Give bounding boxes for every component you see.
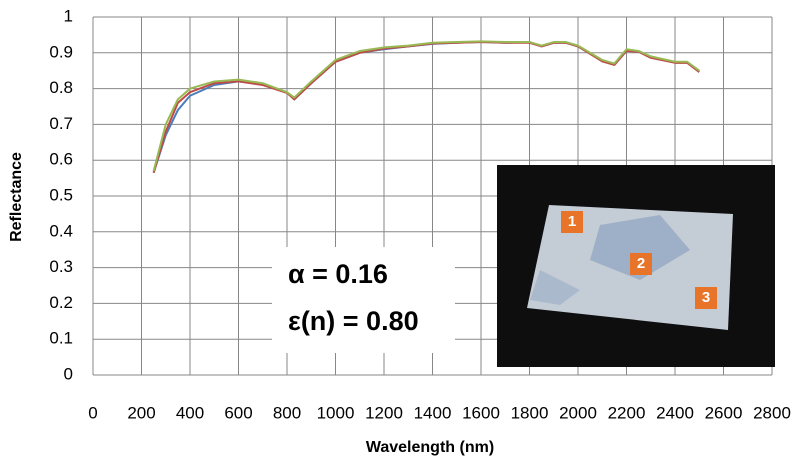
x-tick-label: 1400 xyxy=(414,403,452,422)
x-tick-label: 2600 xyxy=(705,403,743,422)
photo-shading xyxy=(590,215,690,280)
x-tick-label: 800 xyxy=(273,403,301,422)
y-tick-label: 0.5 xyxy=(49,185,73,204)
x-tick-label: 2000 xyxy=(559,403,597,422)
annotation: ε(n) = 0.80 xyxy=(288,306,419,336)
inset-label: 1 xyxy=(568,213,576,230)
y-axis-title: Reflectance xyxy=(8,152,25,242)
annotation: α = 0.16 xyxy=(288,259,388,289)
y-tick-label: 0.6 xyxy=(49,150,73,169)
inset-label: 2 xyxy=(637,255,645,272)
x-tick-label: 1000 xyxy=(317,403,355,422)
annotation-box xyxy=(272,247,455,353)
x-tick-label: 1600 xyxy=(462,403,500,422)
y-tick-label: 0 xyxy=(64,364,73,383)
y-tick-label: 0.2 xyxy=(49,293,73,312)
x-axis-title: Wavelength (nm) xyxy=(366,439,494,456)
y-tick-label: 1 xyxy=(64,6,73,25)
lines xyxy=(152,40,700,174)
x-tick-label: 2800 xyxy=(753,403,791,422)
x-tick-label: 600 xyxy=(224,403,252,422)
inset-tag xyxy=(630,253,652,275)
inset-photo: 1 2 3 xyxy=(497,165,775,367)
y-tick-label: 0.8 xyxy=(49,78,73,97)
series-line xyxy=(152,41,700,174)
x-tick-label: 1800 xyxy=(511,403,549,422)
x-tick-label: 200 xyxy=(127,403,155,422)
grid: 0 0.1 0.2 0.3 0.4 0.5 0.6 0.7 0.8 0.9 1 0 200 400 600 8… xyxy=(49,6,791,422)
x-tick-label: 0 xyxy=(88,403,97,422)
inset-label: 3 xyxy=(702,289,710,306)
x-tick-label: 1200 xyxy=(365,403,403,422)
y-tick-label: 0.7 xyxy=(49,114,73,133)
photo-shading xyxy=(530,270,580,305)
x-tick-label: 400 xyxy=(176,403,204,422)
y-tick-label: 0.1 xyxy=(49,329,73,348)
inset-tag xyxy=(695,287,717,309)
y-tick-label: 0.3 xyxy=(49,257,73,276)
series-line xyxy=(152,40,700,172)
x-tick-label: 2400 xyxy=(656,403,694,422)
x-tick-label: 2200 xyxy=(608,403,646,422)
y-tick-label: 0.9 xyxy=(49,42,73,61)
y-tick-label: 0.4 xyxy=(49,221,73,240)
inset-tag xyxy=(561,211,583,233)
